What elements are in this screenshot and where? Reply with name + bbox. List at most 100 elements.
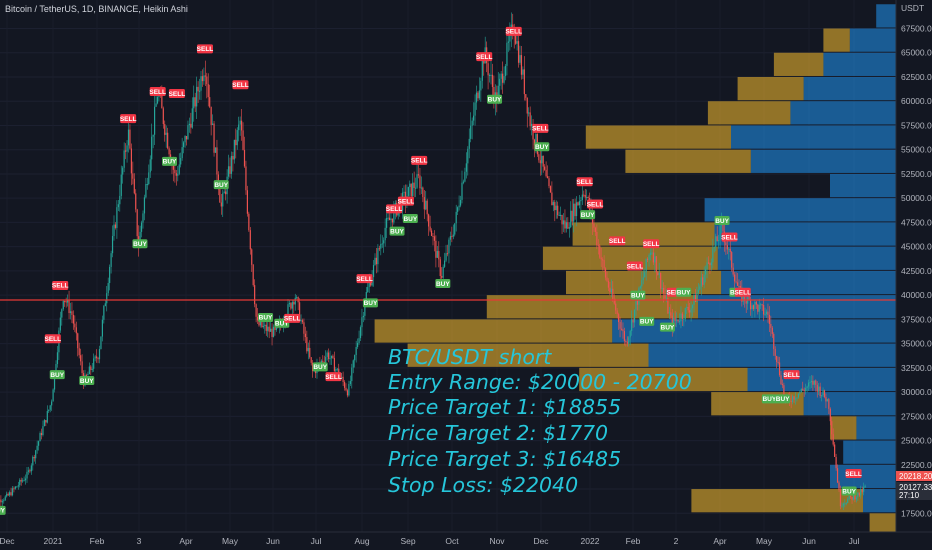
candle-body [354, 355, 356, 361]
candle-body [710, 262, 712, 266]
candle-body [799, 391, 801, 394]
candle-body [806, 386, 808, 388]
candle-body [206, 76, 208, 85]
x-tick-label: Oct [445, 536, 459, 546]
candle-body [197, 86, 199, 92]
candle-body [564, 220, 566, 229]
candle-body [346, 390, 349, 396]
candle-body [858, 492, 860, 496]
candle-body [219, 189, 221, 203]
candle-body [635, 301, 637, 310]
candle-body [259, 321, 262, 326]
candle-body [142, 213, 144, 223]
candle-body [854, 494, 856, 500]
candle-body [433, 236, 436, 241]
vp-buy-bar [863, 489, 896, 513]
candle-body [687, 306, 689, 311]
candle-body [372, 265, 375, 278]
price-axis[interactable] [896, 0, 932, 550]
y-tick-label: 45000.00 [901, 242, 932, 252]
candle-body [617, 314, 620, 322]
candle-body [561, 214, 563, 225]
candle-body [474, 102, 476, 116]
candle-body [620, 328, 623, 330]
candle-body [670, 312, 672, 316]
candle-body [126, 145, 128, 152]
buy-signal-label: BUY [214, 182, 228, 189]
candle-body [37, 441, 40, 446]
sell-signal-badge [52, 280, 69, 290]
candle-body [20, 479, 22, 482]
candle-body [662, 287, 665, 294]
candle-body [641, 280, 643, 287]
vp-sell-bar [486, 295, 698, 319]
candle-body [325, 356, 327, 363]
candle-body [458, 205, 460, 208]
sell-signal-label: SELL [532, 126, 549, 133]
candle-body [403, 191, 405, 193]
candle-body [748, 296, 750, 300]
x-tick-label: Jun [266, 536, 280, 546]
candle-body [304, 333, 306, 338]
candle-body [732, 267, 734, 275]
candle-body [152, 134, 154, 137]
candle-body [852, 494, 855, 500]
vp-buy-bar [830, 173, 896, 198]
candle-body [225, 191, 227, 195]
candle-body [731, 252, 733, 268]
candle-body [464, 171, 466, 182]
candle-body [655, 256, 657, 273]
candle-body [642, 277, 644, 281]
time-axis[interactable] [0, 532, 932, 550]
y-tick-label: 42500.00 [901, 266, 932, 276]
y-tick-label: 35000.00 [901, 339, 932, 349]
sell-signal-label: SELL [609, 238, 626, 245]
candle-body [823, 390, 826, 398]
candle-body [39, 433, 41, 442]
sell-signal-badge [643, 239, 660, 249]
candle-body [519, 55, 521, 63]
candle-body [296, 297, 298, 299]
candle-body [288, 303, 291, 305]
candle-body [838, 482, 840, 490]
candle-body [275, 327, 277, 330]
candle-body [330, 355, 333, 359]
candle-body [738, 285, 740, 287]
candle-body [832, 434, 834, 445]
annotation-line-6: Stop Loss: $22040 [388, 473, 578, 497]
sell-signal-label: SELL [356, 276, 373, 283]
sell-signal-badge [476, 52, 493, 62]
candle-body [475, 92, 478, 103]
candle-body [432, 236, 434, 238]
candle-body [646, 258, 649, 260]
candle-body [233, 139, 235, 160]
candle-body [223, 191, 225, 194]
candle-body [544, 166, 546, 170]
candle-body [370, 282, 372, 286]
candle-body [555, 205, 557, 211]
buy-signal-badge [312, 362, 328, 372]
candle-body [87, 374, 89, 376]
candle-body [725, 242, 727, 246]
candle-body [606, 277, 608, 281]
candle-body [312, 362, 314, 372]
candle-body [503, 76, 505, 83]
candle-body [744, 294, 746, 302]
candle-body [227, 166, 230, 177]
y-tick-label: 50000.00 [901, 193, 932, 203]
candle-body [441, 276, 443, 278]
candle-body [636, 301, 639, 305]
candle-body [704, 269, 707, 275]
candle-body [428, 214, 430, 227]
sell-signal-badge [149, 87, 166, 97]
candle-body [117, 204, 119, 208]
candle-body [822, 390, 824, 396]
candle-body [594, 227, 596, 232]
x-tick-label: Nov [489, 536, 505, 546]
candle-body [794, 398, 797, 400]
candle-body [533, 139, 536, 146]
vp-buy-bar [830, 464, 896, 489]
candle-body [127, 129, 130, 146]
candle-body [407, 187, 409, 197]
